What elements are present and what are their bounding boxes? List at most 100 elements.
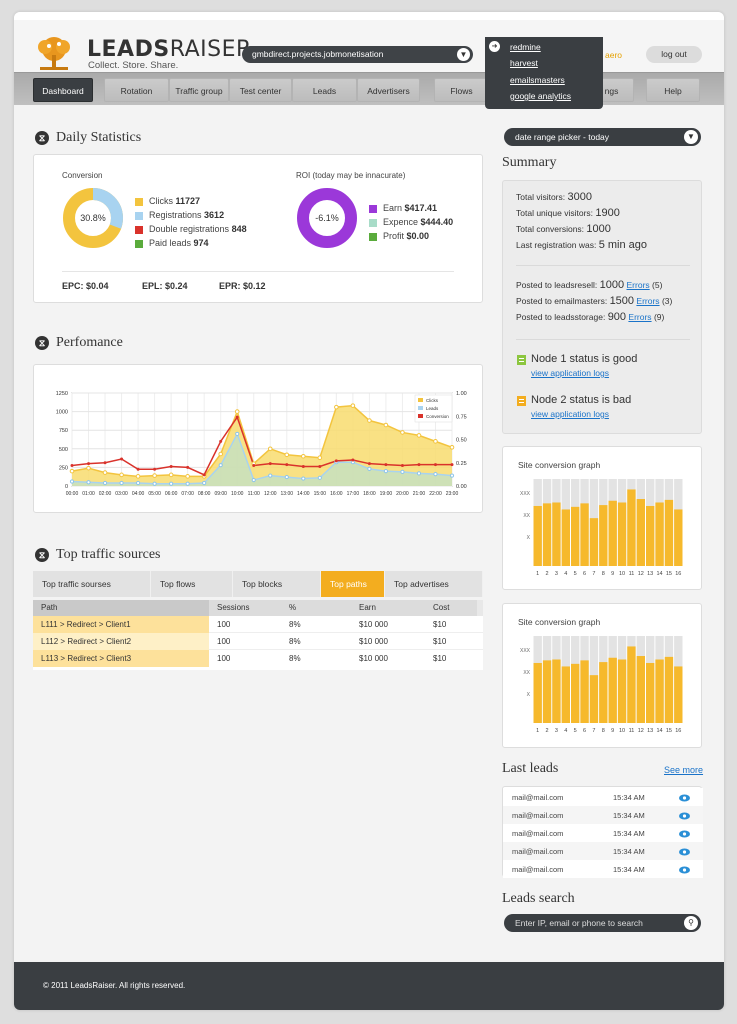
clicks-point — [185, 474, 190, 479]
bar — [533, 662, 542, 723]
nav-advertisers[interactable]: Advertisers — [357, 78, 420, 102]
posted-label: Posted to leadsstorage: — [516, 312, 606, 322]
y2-tick-label: 0.00 — [456, 484, 467, 490]
clicks-point — [416, 433, 422, 438]
errors-link[interactable]: Errors — [636, 296, 660, 306]
view-eye-icon[interactable] — [679, 830, 690, 838]
x-axis-label: 1 — [536, 571, 539, 577]
x-axis-label: 3 — [555, 571, 558, 577]
clicks-point — [218, 451, 223, 457]
cell-sessions: 100 — [217, 654, 231, 663]
nav-help[interactable]: Help — [646, 78, 700, 102]
conversion-point — [120, 457, 124, 461]
x-tick-label: 11:00 — [248, 491, 260, 497]
dropdown-item-emailsmasters[interactable]: emailsmasters — [510, 75, 565, 85]
y-tick-label: 500 — [59, 447, 68, 453]
tab-top-paths[interactable]: Top paths — [321, 571, 385, 597]
dropdown-item-redmine[interactable]: redmine — [510, 42, 541, 52]
leads-area — [72, 433, 452, 486]
x-axis-label: 2 — [546, 571, 549, 577]
node-1-logs-link[interactable]: view application logs — [531, 368, 609, 378]
y-axis-label: XXX — [520, 648, 531, 654]
legend-label: Expence — [383, 217, 419, 227]
project-select[interactable]: gmbdirect.projects.jobmonetisation ▼ — [242, 46, 473, 63]
conversion-point — [301, 464, 305, 468]
search-icon[interactable]: ⚲ — [684, 916, 698, 930]
legend-value: 974 — [193, 238, 209, 248]
col-header-percent[interactable]: % — [281, 600, 351, 616]
tab-top-blocks[interactable]: Top blocks — [233, 571, 321, 597]
nav-flows[interactable]: Flows — [434, 78, 489, 102]
clicks-point — [383, 422, 389, 428]
dropdown-item-harvest[interactable]: harvest — [510, 58, 538, 68]
user-name[interactable]: aero — [605, 50, 623, 60]
view-eye-icon[interactable] — [679, 812, 690, 820]
lead-row[interactable]: mail@mail.com 15:34 AM — [503, 860, 703, 878]
x-tick-label: 01:00 — [82, 491, 95, 497]
errors-link[interactable]: Errors — [626, 280, 650, 290]
x-axis-label: 16 — [675, 571, 681, 577]
leads-point — [251, 477, 256, 483]
chart-legend: Clicks Leads Conversion — [414, 394, 453, 423]
logout-button[interactable]: log out — [646, 46, 702, 63]
legend-swatch — [135, 211, 143, 220]
tab-top-flows[interactable]: Top flows — [151, 571, 233, 597]
col-header-cost[interactable]: Cost — [425, 600, 477, 616]
nav-traffic-group[interactable]: Traffic group — [169, 78, 229, 102]
nav-dashboard[interactable]: Dashboard — [33, 78, 93, 102]
conversion-donut: 30.8% — [63, 188, 123, 248]
nav-rotation[interactable]: Rotation — [104, 78, 169, 102]
bar — [580, 503, 589, 566]
tab-top-traffic-sources[interactable]: Top traffic sourses — [33, 571, 151, 597]
bar — [674, 666, 683, 723]
leads-search-input[interactable]: Enter IP, email or phone to search ⚲ — [504, 914, 701, 932]
clicks-line — [71, 404, 453, 478]
posted-emailmasters: Posted to emailmasters: 1500 Errors (3) — [516, 295, 672, 307]
tab-top-advertises[interactable]: Top advertises — [385, 571, 483, 597]
nav-test-center[interactable]: Test center — [229, 78, 292, 102]
collapse-icon[interactable]: ⧖ — [35, 131, 49, 145]
node-2-logs-link[interactable]: view application logs — [531, 409, 609, 419]
col-header-path[interactable]: Path — [33, 600, 209, 616]
collapse-icon[interactable]: ⧖ — [35, 336, 49, 350]
clicks-point — [317, 455, 323, 461]
lead-row[interactable]: mail@mail.com 15:34 AM — [503, 824, 703, 842]
collapse-icon[interactable]: ⧖ — [35, 548, 49, 562]
copyright: © 2011 LeadsRaiser. All rights reserved. — [43, 981, 186, 990]
errors-link[interactable]: Errors — [628, 312, 652, 322]
x-axis-label: 13 — [647, 571, 653, 577]
view-eye-icon[interactable] — [679, 848, 690, 856]
x-axis-label: 13 — [647, 728, 653, 734]
tree-logo-icon[interactable] — [34, 35, 74, 71]
legend-label: Earn — [383, 203, 403, 213]
dropdown-item-google-analytics[interactable]: google analytics — [510, 91, 571, 101]
date-range-picker[interactable]: date range picker - today ▼ — [504, 128, 701, 146]
leads-point — [367, 466, 372, 471]
lead-row[interactable]: mail@mail.com 15:34 AM — [503, 788, 703, 806]
lead-row[interactable]: mail@mail.com 15:34 AM — [503, 842, 703, 860]
bar — [599, 662, 608, 723]
clicks-point — [86, 465, 91, 471]
y-tick-label: 1250 — [56, 391, 68, 397]
footer: © 2011 LeadsRaiser. All rights reserved. — [14, 962, 724, 1010]
brand-name-bold: LEADS — [87, 37, 170, 62]
summary-unique-visitors: Total unique visitors: 1900 — [516, 207, 620, 219]
see-more-link[interactable]: See more — [664, 765, 704, 775]
bar — [655, 502, 664, 566]
view-eye-icon[interactable] — [679, 794, 690, 802]
clicks-point — [367, 418, 372, 423]
view-eye-icon[interactable] — [679, 866, 690, 874]
bar — [552, 659, 561, 723]
lead-email: mail@mail.com — [512, 847, 564, 856]
posted-leadsresell: Posted to leadsresell: 1000 Errors (5) — [516, 279, 662, 291]
bar — [636, 499, 645, 566]
lead-row[interactable]: mail@mail.com 15:34 AM — [503, 806, 703, 824]
col-header-sessions[interactable]: Sessions — [209, 600, 281, 616]
conversion-point — [367, 462, 371, 466]
posted-label: Posted to emailmasters: — [516, 296, 608, 306]
x-tick-label: 22:00 — [429, 491, 442, 497]
nav-leads[interactable]: Leads — [292, 78, 357, 102]
conversion-point — [285, 463, 289, 467]
col-header-earn[interactable]: Earn — [351, 600, 425, 616]
clicks-point — [102, 470, 108, 475]
